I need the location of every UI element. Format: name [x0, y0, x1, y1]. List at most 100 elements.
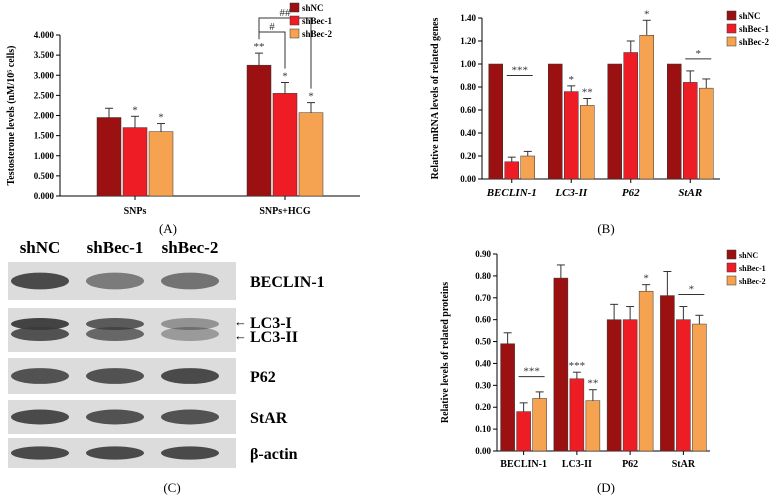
lane-label: shBec-2: [162, 238, 219, 257]
legend-swatch: [726, 23, 737, 34]
bar-shnc-star: [660, 295, 675, 452]
y-tick-label: 1.500: [34, 131, 55, 141]
legend-swatch: [726, 249, 737, 260]
blot-band-lc3-i: [11, 318, 69, 330]
bar-shbec-1-p62: [623, 52, 638, 180]
blot-band: [161, 272, 219, 290]
legend-swatch: [726, 10, 737, 21]
significance-mark: **: [582, 87, 593, 99]
arrow-icon: ←: [234, 328, 247, 343]
x-tick-label: P62: [622, 459, 638, 470]
blot-band: [11, 272, 69, 290]
lane-label: shBec-1: [87, 238, 144, 257]
y-tick-label: 0.60: [475, 315, 491, 325]
group-significance-mark: *: [689, 284, 695, 296]
blot-arrow-label: LC3-I: [250, 315, 292, 332]
y-tick-label: 0.60: [460, 105, 476, 115]
x-tick-label: SNPs: [124, 206, 147, 217]
blot-row-label: β-actin: [250, 446, 298, 463]
group-significance-mark: *: [696, 48, 702, 60]
panel-label: (B): [597, 221, 614, 236]
legend-swatch: [726, 275, 737, 286]
bar-shbec-2-lc3-ii: [585, 400, 601, 452]
x-tick-label: SNPs+HCG: [259, 206, 310, 217]
significance-mark: **: [587, 378, 598, 390]
significance-mark: *: [158, 112, 164, 124]
bar-shbec-2-lc3-ii: [580, 105, 595, 180]
bracket-label: #: [269, 21, 275, 33]
blot-band-lc3-ii: [11, 327, 69, 341]
y-tick-label: 1.000: [34, 151, 55, 161]
significance-mark: *: [644, 8, 650, 20]
panel-label: (A): [159, 221, 177, 236]
significance-mark: ***: [569, 360, 586, 372]
chart-panel-d: 0.00 0.10 0.20 0.30 0.40 0.50 0.60 0.70 0.80 0.90…: [440, 249, 766, 495]
bar-shbec-1-lc3-ii: [569, 378, 585, 452]
legend-swatch: [289, 15, 300, 26]
legend-label: shNC: [739, 251, 758, 260]
chart-panel-a: 0.000 0.500 1.000 1.500 2.000 2.500 3.000 3.500…: [6, 2, 360, 236]
bar-shbec-1-snps-hcg: [272, 93, 298, 197]
y-tick-label: 0.20: [475, 402, 491, 412]
y-tick-label: 0.50: [475, 337, 491, 347]
y-tick-label: 0.90: [475, 249, 491, 259]
y-tick-label: 0.20: [460, 151, 476, 161]
legend-swatch: [726, 262, 737, 273]
bar-shbec-2-p62: [638, 290, 654, 452]
blot-band-lc3-i: [161, 318, 219, 330]
bar-shbec-1-beclin-1: [504, 161, 519, 180]
significance-mark: *: [282, 70, 288, 82]
western-blot-panel-c: shNC shBec-1 shBec-2 BECLIN-1 ← LC3-I← LC3-II P…: [8, 238, 325, 495]
y-tick-label: 2.500: [34, 90, 55, 100]
x-tick-label: StAR: [672, 459, 696, 470]
blot-band-lc3-ii: [161, 327, 219, 341]
bar-shnc-p62: [607, 63, 622, 180]
bar-shbec-2-beclin-1: [520, 155, 535, 180]
bar-shnc-star: [667, 63, 682, 180]
y-tick-label: 2.000: [34, 111, 55, 121]
bar-shnc-snps-hcg: [246, 64, 272, 197]
arrow-icon: ←: [234, 314, 247, 329]
legend-label: shBec-2: [739, 277, 766, 286]
bar-shnc-lc3-ii: [553, 277, 569, 452]
legend-swatch: [289, 2, 300, 13]
blot-row-label: P62: [250, 369, 276, 386]
y-tick-label: 0.80: [475, 271, 491, 281]
bar-shbec-2-star: [692, 323, 707, 452]
legend-label: shBec-1: [302, 16, 332, 26]
bar-shbec-1-star: [683, 82, 698, 180]
bar-shnc-snps: [96, 117, 122, 197]
blot-band: [86, 368, 144, 384]
blot-band-lc3-i: [86, 318, 144, 330]
y-tick-label: 1.20: [460, 36, 476, 46]
y-tick-label: 0.10: [475, 424, 491, 434]
y-axis-label: Relative levels of related proteins: [440, 282, 451, 423]
x-tick-label: LC3-II: [562, 459, 592, 470]
y-tick-label: 0.40: [475, 358, 491, 368]
blot-row-label: StAR: [250, 410, 288, 427]
legend-label: shBec-1: [739, 24, 769, 34]
blot-band-lc3-ii: [86, 327, 144, 341]
y-tick-label: 3.000: [34, 70, 55, 80]
x-tick-label: StAR: [678, 187, 702, 199]
lane-label: shNC: [20, 238, 61, 257]
significance-mark: *: [569, 74, 575, 86]
bar-shbec-2-snps: [148, 131, 174, 197]
bar-shnc-p62: [606, 319, 622, 452]
y-tick-label: 1.40: [460, 13, 476, 23]
y-axis-label: Relative mRNA levels of related genes: [430, 18, 441, 180]
y-tick-label: 0.30: [475, 380, 491, 390]
group-significance-mark: ***: [512, 65, 529, 77]
bar-shbec-2-p62: [639, 35, 654, 180]
legend-label: shBec-2: [739, 37, 769, 47]
legend-label: shBec-2: [302, 29, 332, 39]
legend-label: shNC: [739, 11, 761, 21]
y-tick-label: 0.80: [460, 82, 476, 92]
legend-label: shNC: [302, 3, 324, 13]
chart-panel-b: 0.00 0.20 0.40 0.60 0.80 1.00 1.20 1.40 Relative…: [430, 8, 769, 236]
blot-band: [86, 409, 144, 425]
group-significance-mark: ***: [523, 366, 540, 378]
blot-row-label: BECLIN-1: [250, 274, 325, 291]
bar-shnc-beclin-1: [500, 343, 515, 452]
